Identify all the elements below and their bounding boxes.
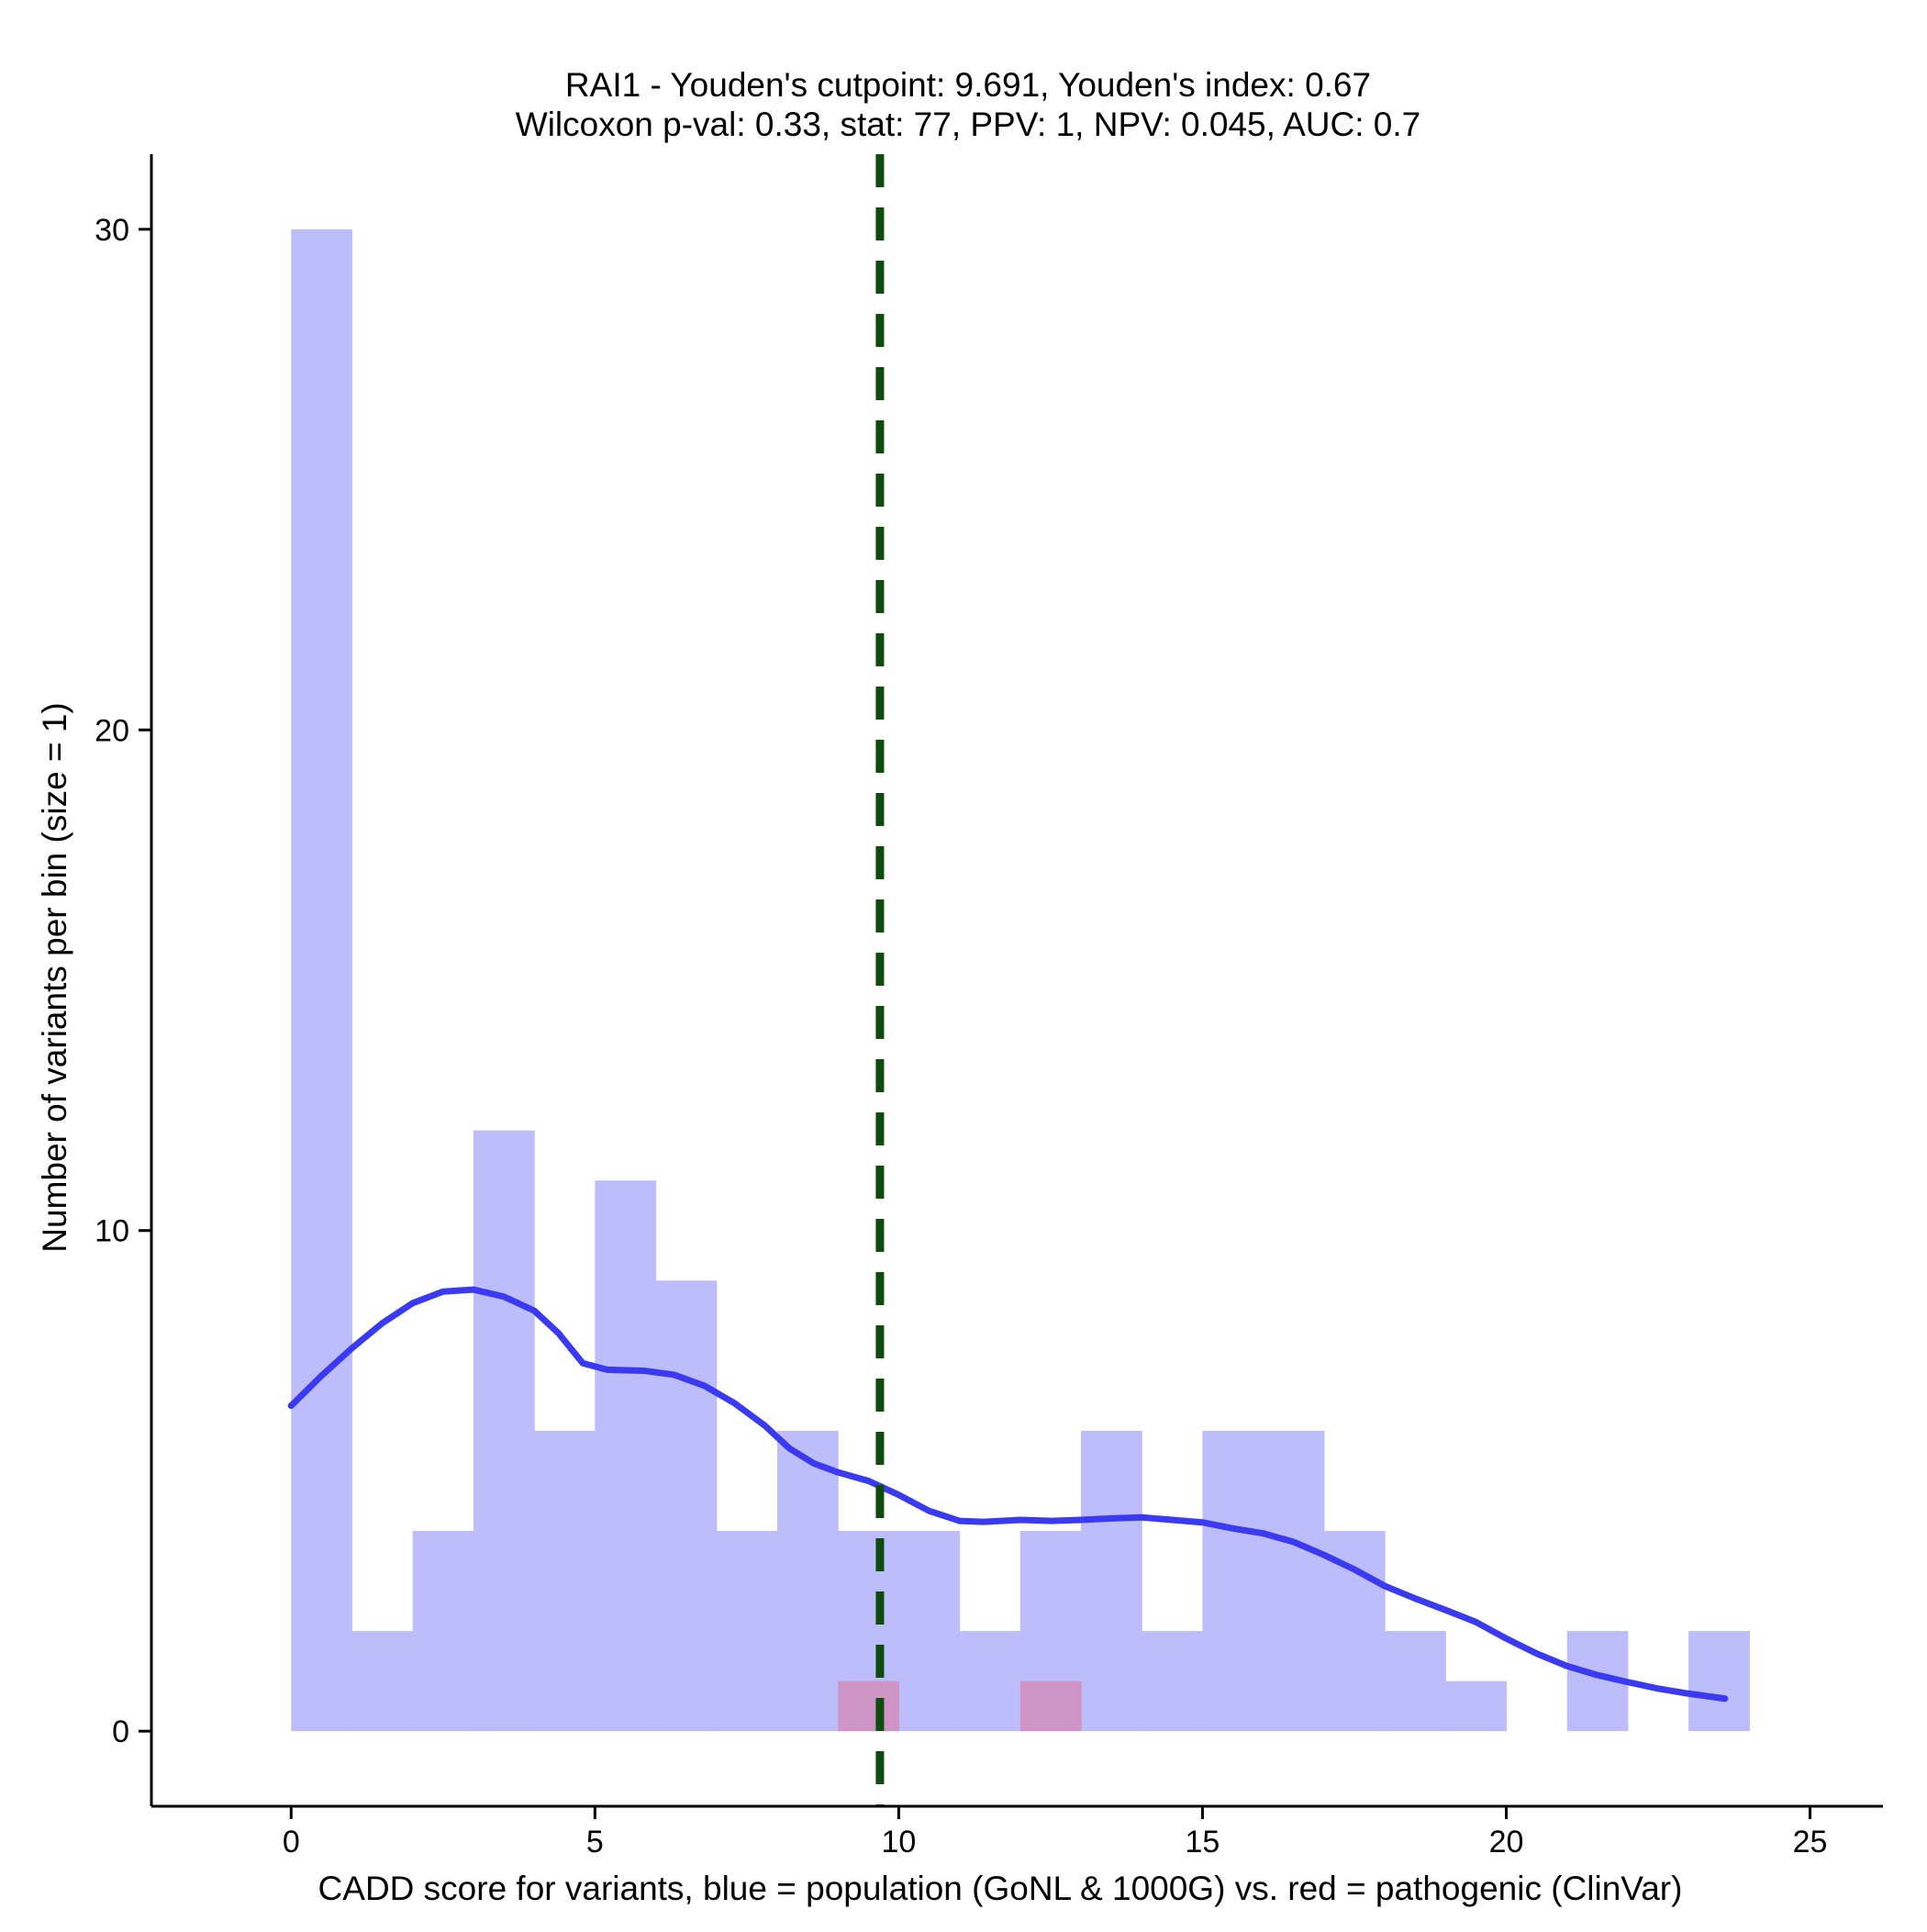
population-bar-3 xyxy=(473,1130,535,1732)
x-axis-label: CADD score for variants, blue = populati… xyxy=(318,1870,1683,1907)
population-bar-18 xyxy=(1385,1631,1446,1732)
y-tick-label-20: 20 xyxy=(95,713,129,748)
population-bar-1 xyxy=(351,1631,414,1732)
y-tick-label-0: 0 xyxy=(112,1714,129,1749)
population-bar-7 xyxy=(716,1531,778,1732)
population-bar-2 xyxy=(412,1531,474,1732)
population-bar-23 xyxy=(1688,1631,1750,1732)
x-tick-label-20: 20 xyxy=(1489,1825,1524,1859)
density-layer xyxy=(287,1286,1729,1703)
density-curve xyxy=(287,1286,1729,1703)
x-tick-label-0: 0 xyxy=(283,1825,300,1859)
population-bar-0 xyxy=(291,229,353,1732)
chart-title-line1: RAI1 - Youden's cutpoint: 9.691, Youden'… xyxy=(565,66,1371,104)
x-tick-label-5: 5 xyxy=(586,1825,604,1859)
population-bar-13 xyxy=(1081,1430,1142,1732)
axes xyxy=(150,154,1883,1808)
x-tick-label-10: 10 xyxy=(881,1825,916,1859)
population-bar-19 xyxy=(1445,1681,1508,1732)
population-bar-14 xyxy=(1142,1631,1204,1732)
chart-title-line2: Wilcoxon p-val: 0.33, stat: 77, PPV: 1, … xyxy=(516,106,1420,143)
population-bar-15 xyxy=(1202,1430,1264,1732)
population-bar-10 xyxy=(898,1531,961,1732)
population-bar-6 xyxy=(655,1280,718,1732)
population-bar-11 xyxy=(959,1631,1021,1732)
population-bar-16 xyxy=(1263,1430,1325,1732)
x-tick-label-15: 15 xyxy=(1186,1825,1220,1859)
population-bars xyxy=(291,229,1750,1732)
y-ticks: 0 10 20 30 xyxy=(95,213,151,1749)
x-tick-label-25: 25 xyxy=(1793,1825,1828,1859)
y-tick-label-10: 10 xyxy=(95,1214,129,1249)
population-bar-8 xyxy=(776,1430,839,1732)
pathogenic-bars xyxy=(838,1681,1082,1732)
pathogenic-bar-9 xyxy=(838,1681,899,1732)
population-bar-5 xyxy=(595,1180,657,1732)
y-tick-label-30: 30 xyxy=(95,213,129,248)
population-bar-17 xyxy=(1323,1531,1386,1732)
y-axis-label: Number of variants per bin (size = 1) xyxy=(36,702,73,1252)
population-bar-4 xyxy=(534,1430,596,1732)
pathogenic-bar-12 xyxy=(1019,1681,1082,1732)
x-ticks: 0 5 10 15 20 25 xyxy=(283,1806,1828,1859)
